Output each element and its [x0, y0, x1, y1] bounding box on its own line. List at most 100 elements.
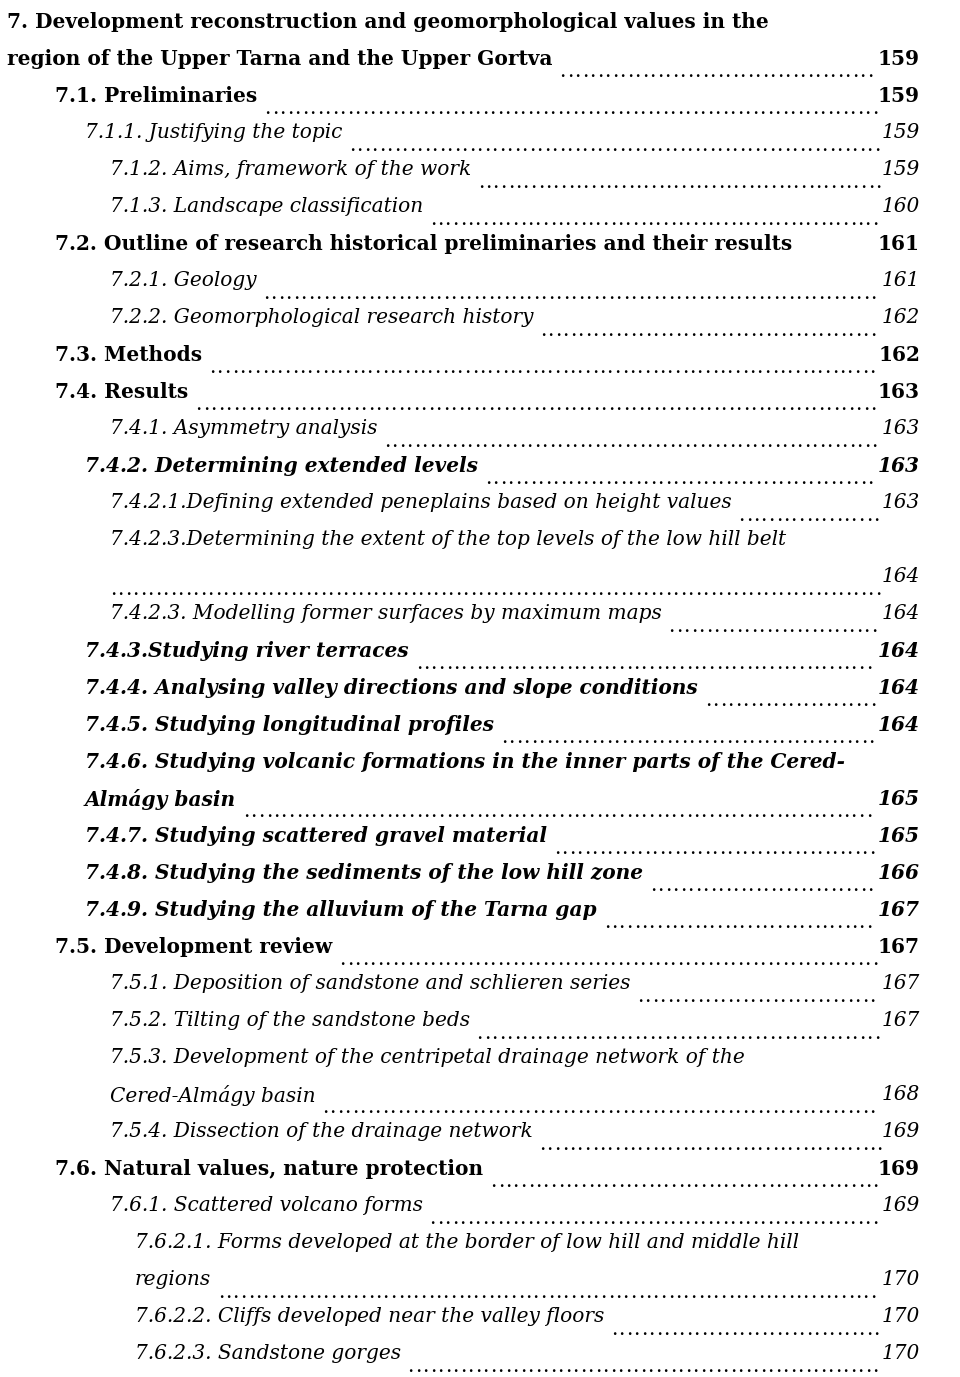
Text: .: .: [752, 211, 758, 230]
Text: .: .: [795, 395, 802, 414]
Text: .: .: [798, 1358, 804, 1377]
Text: .: .: [742, 321, 749, 340]
Text: .: .: [863, 285, 870, 303]
Text: .: .: [467, 950, 473, 969]
Text: .: .: [769, 913, 775, 932]
Text: .: .: [710, 470, 716, 489]
Text: .: .: [634, 1321, 639, 1340]
Text: .: .: [397, 1099, 403, 1118]
Text: .: .: [612, 1024, 618, 1044]
Text: .: .: [795, 1099, 801, 1118]
Text: .: .: [684, 617, 689, 636]
Text: .: .: [155, 581, 161, 599]
Text: .: .: [780, 1283, 786, 1303]
Text: .: .: [805, 803, 812, 822]
Text: .: .: [858, 913, 865, 932]
Text: .: .: [534, 432, 540, 452]
Text: .: .: [338, 1283, 344, 1303]
Text: 7.4.2.3. Modelling former surfaces by maximum maps: 7.4.2.3. Modelling former surfaces by ma…: [110, 605, 661, 622]
Text: .: .: [858, 1321, 865, 1340]
Text: .: .: [788, 617, 795, 636]
Text: .: .: [746, 136, 753, 156]
Text: .: .: [270, 1283, 276, 1303]
Text: .: .: [330, 1283, 337, 1303]
Text: .: .: [768, 1172, 774, 1191]
Text: .: .: [447, 581, 454, 599]
Text: .: .: [730, 1358, 736, 1377]
Text: .: .: [852, 1024, 858, 1044]
Text: .: .: [692, 99, 698, 118]
Text: .: .: [682, 1136, 688, 1154]
Text: .: .: [824, 840, 830, 858]
Text: .: .: [539, 728, 545, 748]
Text: .: .: [442, 358, 448, 377]
Text: .: .: [675, 321, 682, 340]
Text: .: .: [754, 803, 759, 822]
Text: .: .: [521, 136, 528, 156]
Text: .: .: [800, 174, 806, 193]
Text: .: .: [779, 728, 785, 748]
Text: .: .: [423, 136, 430, 156]
Text: .: .: [790, 211, 796, 230]
Text: .: .: [789, 99, 796, 118]
Text: .: .: [710, 174, 716, 193]
Text: .: .: [512, 1209, 518, 1228]
Text: .: .: [636, 987, 643, 1007]
Text: .: .: [656, 654, 662, 673]
Text: .: .: [315, 395, 322, 414]
Text: .: .: [767, 1358, 774, 1377]
Text: .: .: [776, 913, 782, 932]
Text: .: .: [338, 395, 344, 414]
Text: .: .: [545, 581, 551, 599]
Text: .: .: [458, 1283, 464, 1303]
Text: .: .: [621, 840, 628, 858]
Text: .: .: [702, 1024, 708, 1044]
Text: .: .: [832, 1099, 838, 1118]
Text: .: .: [810, 395, 817, 414]
Text: .: .: [723, 654, 730, 673]
Text: .: .: [636, 1136, 643, 1154]
Text: .: .: [789, 950, 796, 969]
Text: .: .: [452, 99, 458, 118]
Text: .: .: [794, 728, 800, 748]
Text: .: .: [580, 211, 586, 230]
Text: .: .: [638, 285, 644, 303]
Text: .: .: [701, 803, 707, 822]
Text: .: .: [793, 470, 799, 489]
Text: .: .: [353, 285, 359, 303]
Text: .: .: [803, 691, 808, 711]
Text: .: .: [847, 987, 853, 1007]
Text: .: .: [650, 470, 657, 489]
Text: .: .: [405, 1283, 412, 1303]
Text: .: .: [594, 1209, 601, 1228]
Text: .: .: [429, 1209, 436, 1228]
Text: .: .: [594, 432, 600, 452]
Text: .: .: [842, 211, 849, 230]
Text: .: .: [850, 211, 856, 230]
Text: .: .: [770, 876, 777, 895]
Text: .: .: [558, 803, 564, 822]
Text: .: .: [618, 1321, 625, 1340]
Text: .: .: [719, 840, 726, 858]
Text: .: .: [826, 617, 832, 636]
Text: .: .: [682, 1099, 688, 1118]
Text: .: .: [708, 1358, 714, 1377]
Text: .: .: [647, 1358, 654, 1377]
Text: .: .: [770, 581, 777, 599]
Text: .: .: [625, 1172, 632, 1191]
Text: .: .: [530, 581, 537, 599]
Text: .: .: [873, 1358, 878, 1377]
Text: .: .: [546, 1136, 553, 1154]
Text: .: .: [355, 803, 362, 822]
Text: .: .: [662, 1172, 669, 1191]
Text: .: .: [557, 1209, 564, 1228]
Text: .: .: [629, 1136, 636, 1154]
Text: .: .: [610, 1209, 615, 1228]
Text: .: .: [494, 1099, 501, 1118]
Text: .: .: [255, 395, 262, 414]
Text: .: .: [655, 211, 661, 230]
Text: .: .: [809, 840, 815, 858]
Text: .: .: [756, 840, 763, 858]
Text: 7.6.2.1. Forms developed at the border of low hill and middle hill: 7.6.2.1. Forms developed at the border o…: [135, 1232, 799, 1252]
Text: .: .: [738, 507, 745, 526]
